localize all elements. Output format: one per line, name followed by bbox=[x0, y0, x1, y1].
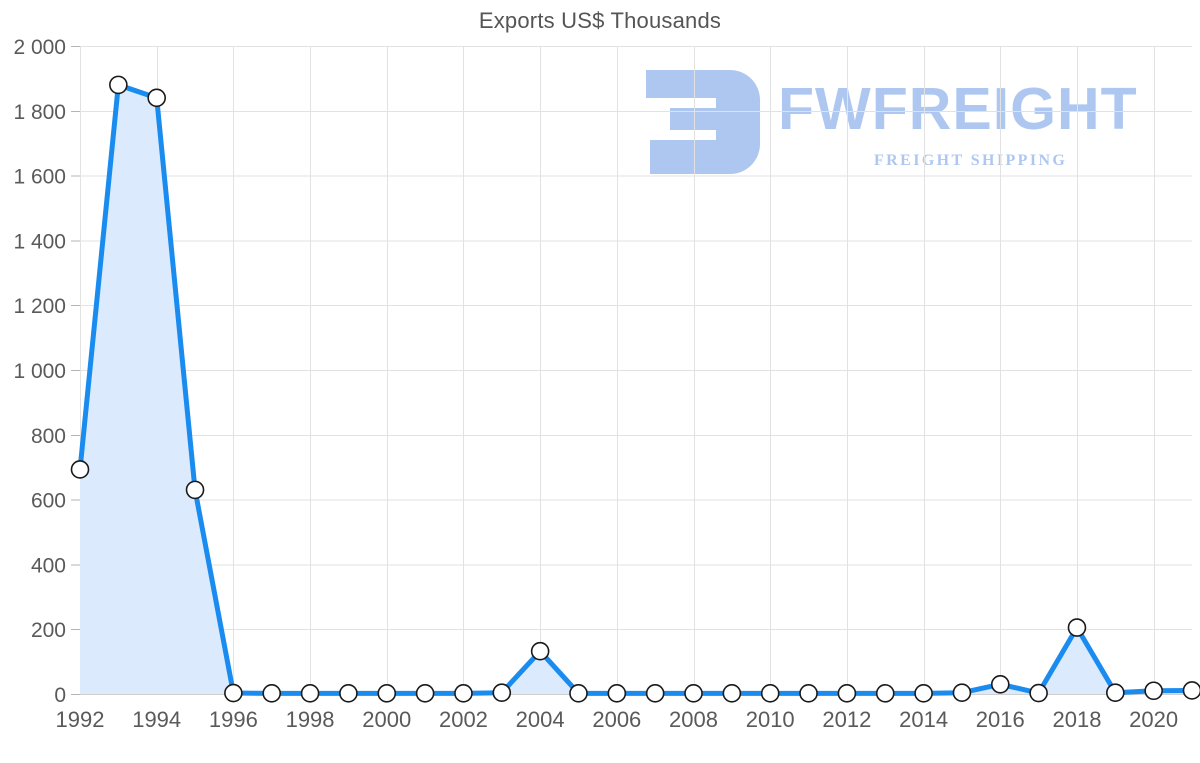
data-point-marker[interactable] bbox=[837, 684, 857, 703]
x-tick-label: 1996 bbox=[209, 707, 258, 732]
data-point-marker[interactable] bbox=[492, 683, 512, 703]
data-point-marker[interactable] bbox=[415, 684, 435, 703]
data-point-marker[interactable] bbox=[760, 684, 780, 703]
x-tick-label: 2002 bbox=[439, 707, 488, 732]
x-tick-label: 2006 bbox=[592, 707, 641, 732]
data-point-marker[interactable] bbox=[109, 75, 128, 95]
area-fill bbox=[80, 84, 1192, 694]
data-point-marker[interactable] bbox=[607, 684, 627, 703]
y-tick-label: 200 bbox=[31, 619, 66, 642]
data-point-marker[interactable] bbox=[1182, 681, 1200, 700]
data-point-marker[interactable] bbox=[147, 88, 166, 108]
data-point-marker[interactable] bbox=[339, 684, 358, 703]
y-tick-label: 1 800 bbox=[13, 101, 66, 124]
x-tick-label: 1992 bbox=[56, 707, 105, 732]
y-gridlines bbox=[80, 46, 1192, 695]
x-tick-label: 2014 bbox=[899, 707, 948, 732]
data-point-marker[interactable] bbox=[799, 684, 818, 703]
data-point-marker[interactable] bbox=[645, 684, 665, 703]
data-point-marker[interactable] bbox=[952, 683, 972, 703]
x-tick-label: 2004 bbox=[516, 707, 565, 732]
x-axis-tick-labels: 1992 1994 1996 1998 2000 2002 2004 2006 2008 2010… bbox=[56, 707, 1179, 732]
x-tick-label: 2012 bbox=[822, 707, 871, 732]
data-point-marker[interactable] bbox=[185, 480, 205, 500]
data-point-marker[interactable] bbox=[530, 641, 550, 661]
y-tick-label: 2 000 bbox=[13, 36, 66, 59]
y-tick-label: 0 bbox=[54, 684, 66, 707]
data-point-marker[interactable] bbox=[1067, 618, 1087, 637]
series-markers bbox=[70, 75, 1200, 703]
data-point-marker[interactable] bbox=[1144, 681, 1163, 701]
data-point-marker[interactable] bbox=[1029, 683, 1048, 703]
data-point-marker[interactable] bbox=[569, 684, 588, 703]
data-point-marker[interactable] bbox=[300, 684, 320, 703]
data-point-marker[interactable] bbox=[722, 684, 742, 703]
data-point-marker[interactable] bbox=[224, 683, 243, 703]
x-tick-label: 2000 bbox=[362, 707, 411, 732]
x-tick-label: 2016 bbox=[976, 707, 1025, 732]
data-point-marker[interactable] bbox=[454, 684, 473, 703]
y-tick-label: 1 600 bbox=[13, 166, 66, 189]
x-tick-label: 2008 bbox=[669, 707, 718, 732]
y-tick-label: 1 200 bbox=[13, 295, 66, 318]
x-tick-label: 2010 bbox=[746, 707, 795, 732]
data-point-marker[interactable] bbox=[990, 674, 1010, 694]
x-tick-label: 1998 bbox=[286, 707, 335, 732]
data-point-marker[interactable] bbox=[70, 460, 90, 479]
data-point-marker[interactable] bbox=[914, 684, 933, 703]
x-tick-label: 2020 bbox=[1129, 707, 1178, 732]
data-point-marker[interactable] bbox=[875, 684, 895, 703]
y-tick-label: 1 000 bbox=[13, 360, 66, 383]
y-tick-label: 600 bbox=[31, 490, 66, 513]
x-tick-label: 1994 bbox=[132, 707, 181, 732]
y-tick-label: 1 400 bbox=[13, 230, 66, 253]
data-point-marker[interactable] bbox=[377, 684, 397, 703]
y-axis-tick-labels: 0 200 400 600 800 1 000 1 200 1 400 1 600 1 800 2 … bbox=[13, 36, 66, 707]
chart-title: Exports US$ Thousands bbox=[478, 8, 722, 33]
y-tick-label: 400 bbox=[31, 554, 66, 577]
data-point-marker[interactable] bbox=[1106, 683, 1125, 703]
data-point-marker[interactable] bbox=[684, 684, 703, 703]
x-tick-label: 2018 bbox=[1052, 707, 1101, 732]
data-point-marker[interactable] bbox=[262, 684, 282, 703]
area-fill-path bbox=[80, 84, 1192, 694]
y-tick-label: 800 bbox=[31, 425, 66, 448]
y-tick-marks bbox=[71, 46, 80, 695]
